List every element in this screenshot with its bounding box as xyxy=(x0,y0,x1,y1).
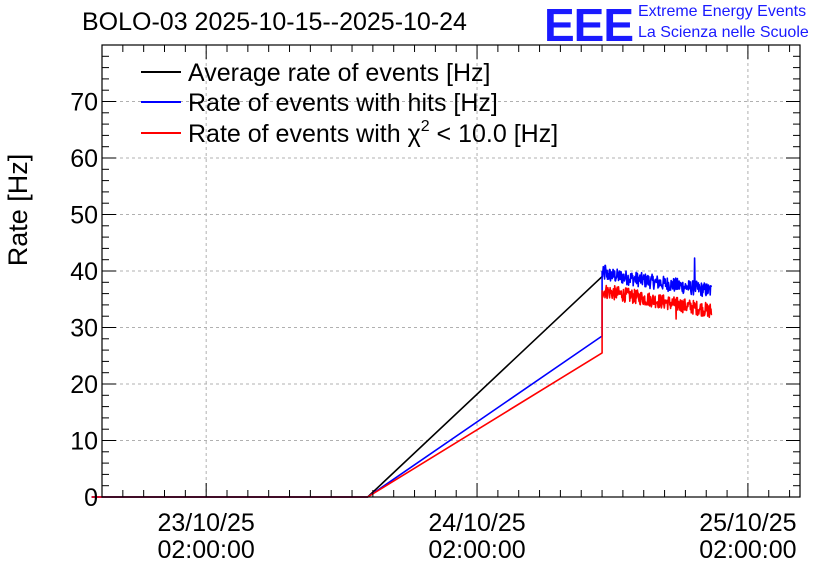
y-tick-label: 50 xyxy=(70,202,98,230)
y-tick-label: 70 xyxy=(70,89,98,117)
x-tick-label-time: 02:00:00 xyxy=(699,536,796,564)
series-line-3 xyxy=(91,284,713,498)
y-tick-label: 0 xyxy=(84,484,98,512)
y-tick-label: 10 xyxy=(70,428,98,456)
x-tick-label-date: 24/10/25 xyxy=(428,509,525,537)
chart-title: BOLO-03 2025-10-15--2025-10-24 xyxy=(82,8,467,36)
legend-label-3: Rate of events with χ2 < 10.0 [Hz] xyxy=(188,118,558,148)
axis-layer: 01020304050607023/10/2502:00:0024/10/250… xyxy=(3,44,800,564)
legend-layer: Average rate of events [Hz]Rate of event… xyxy=(141,59,558,148)
x-tick-label-date: 25/10/25 xyxy=(699,509,796,537)
x-tick-label-time: 02:00:00 xyxy=(158,536,255,564)
series-line-1 xyxy=(91,276,603,498)
legend-label-2: Rate of events with hits [Hz] xyxy=(188,89,498,117)
x-tick-label-time: 02:00:00 xyxy=(428,536,525,564)
logo-subtitle-line2: La Scienza nelle Scuole xyxy=(638,24,809,41)
y-tick-label: 20 xyxy=(70,371,98,399)
x-tick-label-date: 23/10/25 xyxy=(158,509,255,537)
y-tick-label: 30 xyxy=(70,315,98,343)
y-axis-label: Rate [Hz] xyxy=(3,154,33,267)
eee-logo: EEE xyxy=(544,0,634,51)
legend-label-1: Average rate of events [Hz] xyxy=(188,59,490,87)
y-tick-label: 40 xyxy=(70,258,98,286)
data-layer xyxy=(91,257,713,498)
y-tick-label: 60 xyxy=(70,145,98,173)
series-line-2 xyxy=(91,257,713,498)
logo-subtitle-line1: Extreme Energy Events xyxy=(638,3,807,20)
